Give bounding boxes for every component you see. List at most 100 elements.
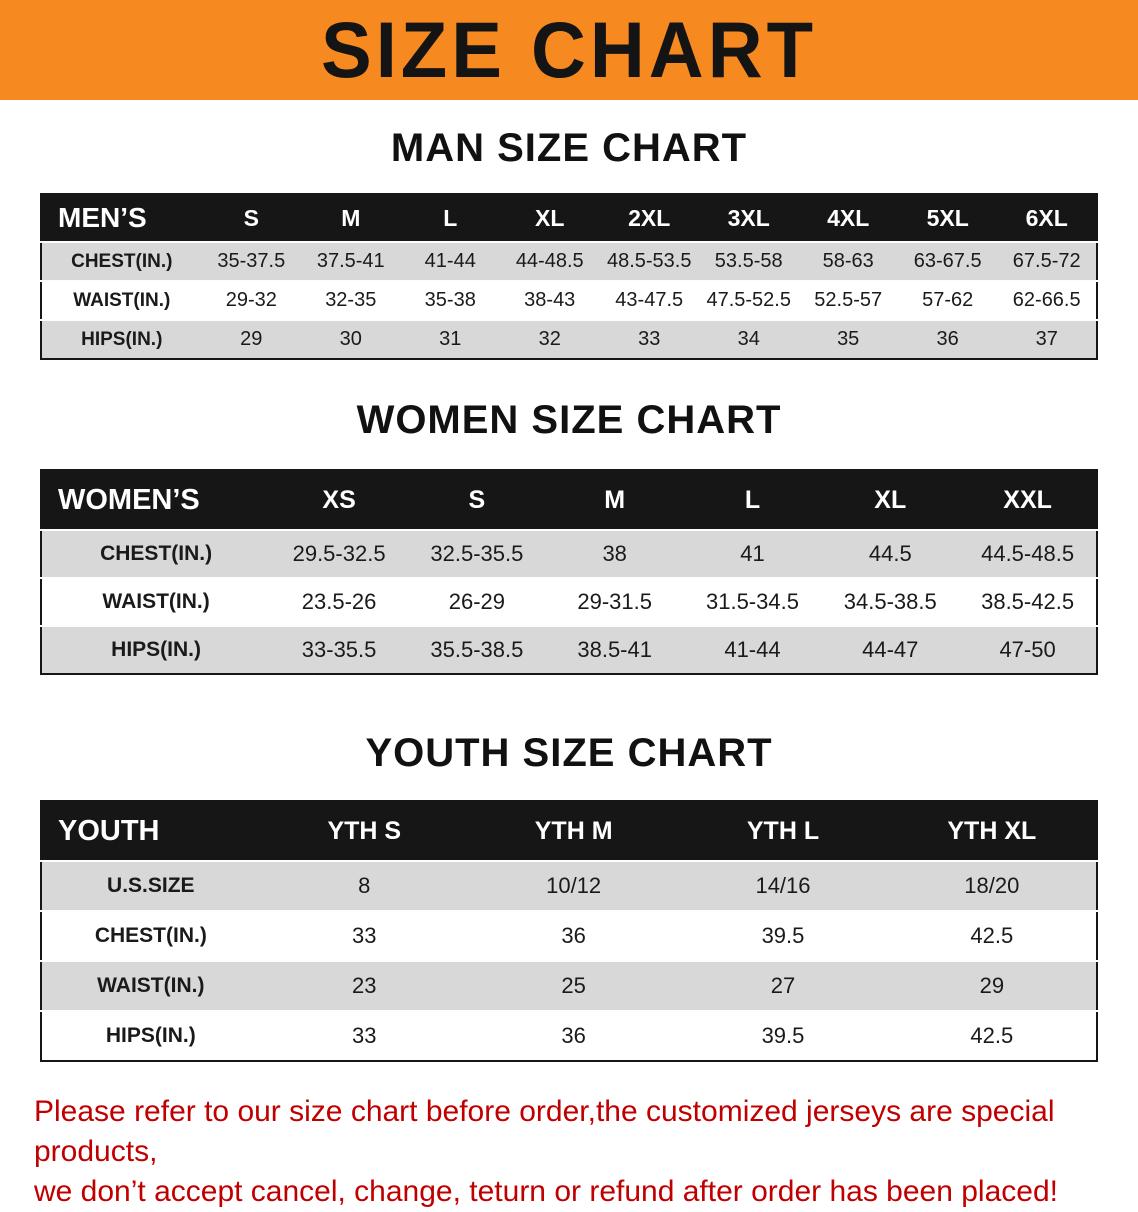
row-label-cell: HIPS(IN.)	[105, 1024, 196, 1047]
title-banner: SIZE CHART	[0, 0, 1138, 100]
row-label-cell: CHEST(IN.)	[71, 250, 173, 272]
youth-section-heading: YOUTH SIZE CHART	[365, 731, 773, 775]
size-header-cell: 5XL	[897, 194, 998, 242]
value-cell: 23	[352, 973, 377, 998]
row-label-cell: WAIST(IN.)	[97, 974, 205, 997]
value-cell: 39.5	[761, 923, 805, 948]
size-header-cell: 6XL	[997, 194, 1097, 242]
value-cell: 29	[979, 973, 1005, 998]
table-row: U.S.SIZE 8 10/12 14/16 18/20	[41, 861, 1097, 911]
value-cell: 14/16	[755, 873, 811, 898]
value-cell: 35-37.5	[217, 250, 286, 272]
value-cell: 42.5	[970, 923, 1014, 948]
value-cell: 63-67.5	[913, 250, 982, 272]
value-cell: 29-31.5	[577, 589, 652, 614]
value-cell: 23.5-26	[301, 589, 377, 614]
value-cell: 53.5-58	[714, 250, 783, 272]
disclaimer-line-1: Please refer to our size chart before or…	[34, 1095, 1055, 1168]
value-cell: 36	[561, 1023, 586, 1048]
value-cell: 44.5	[868, 541, 912, 566]
table-row: HIPS(IN.) 33-35.5 35.5-38.5 38.5-41 41-44 44-…	[41, 626, 1097, 674]
disclaimer: Please refer to our size chart before or…	[0, 1092, 1138, 1212]
value-cell: 42.5	[970, 1023, 1014, 1048]
row-label-cell: HIPS(IN.)	[81, 328, 163, 350]
value-cell: 62-66.5	[1012, 289, 1081, 311]
value-cell: 29.5-32.5	[292, 541, 386, 566]
value-cell: 36	[936, 328, 959, 350]
value-cell: 35-38	[424, 289, 476, 311]
table-title-cell: MEN’S	[41, 194, 202, 242]
page-title: SIZE CHART	[321, 5, 817, 95]
value-cell: 32	[538, 328, 561, 350]
size-header-cell: L	[400, 194, 500, 242]
size-header-cell: XL	[500, 194, 600, 242]
value-cell: 41-44	[424, 250, 476, 272]
row-label-cell: WAIST(IN.)	[73, 289, 171, 311]
value-cell: 38.5-41	[577, 637, 652, 662]
value-cell: 29	[240, 328, 263, 350]
women-section-heading: WOMEN SIZE CHART	[356, 398, 782, 442]
value-cell: 38-43	[524, 289, 576, 311]
value-cell: 44-47	[862, 637, 919, 662]
value-cell: 33	[352, 1023, 377, 1048]
row-label-cell: HIPS(IN.)	[111, 638, 202, 661]
size-header-cell: YTH M	[468, 801, 679, 861]
size-header-cell: S	[407, 470, 546, 530]
value-cell: 44.5-48.5	[981, 541, 1075, 566]
row-label-cell: U.S.SIZE	[107, 874, 195, 897]
men-size-section: MAN SIZE CHART MEN’S S M L XL 2XL 3XL 4XL 5XL 6XL…	[0, 126, 1138, 360]
size-header-cell: XXL	[959, 470, 1097, 530]
table-header-row: MEN’S S M L XL 2XL 3XL 4XL 5XL 6XL	[41, 194, 1097, 242]
value-cell: 58-63	[822, 250, 874, 272]
table-row: HIPS(IN.) 33 36 39.5 42.5	[41, 1011, 1097, 1061]
value-cell: 32.5-35.5	[430, 541, 524, 566]
value-cell: 43-47.5	[615, 289, 684, 311]
value-cell: 52.5-57	[814, 289, 883, 311]
table-header-row: WOMEN’S XS S M L XL XXL	[41, 470, 1097, 530]
value-cell: 47-50	[999, 637, 1056, 662]
value-cell: 35.5-38.5	[430, 637, 524, 662]
value-cell: 31.5-34.5	[705, 589, 799, 614]
table-row: WAIST(IN.) 29-32 32-35 35-38 38-43 43-47.5 47.…	[41, 281, 1097, 320]
table-row: HIPS(IN.) 29 30 31 32 33 34 35 36 37	[41, 320, 1097, 359]
men-size-table: MEN’S S M L XL 2XL 3XL 4XL 5XL 6XL CHEST(IN.) 35-37…	[40, 193, 1098, 360]
size-header-cell: XL	[821, 470, 960, 530]
value-cell: 33-35.5	[301, 637, 377, 662]
value-cell: 44-48.5	[515, 250, 584, 272]
table-title-cell: YOUTH	[41, 801, 260, 861]
table-row: CHEST(IN.) 29.5-32.5 32.5-35.5 38 41 44.5 44.5…	[41, 530, 1097, 578]
value-cell: 37.5-41	[316, 250, 385, 272]
table-header-row: YOUTH YTH S YTH M YTH L YTH XL	[41, 801, 1097, 861]
value-cell: 48.5-53.5	[606, 250, 692, 272]
value-cell: 30	[339, 328, 362, 350]
table-row: WAIST(IN.) 23.5-26 26-29 29-31.5 31.5-34.5 34…	[41, 578, 1097, 626]
youth-size-table: YOUTH YTH S YTH M YTH L YTH XL U.S.SIZE 8 10/12…	[40, 800, 1098, 1062]
value-cell: 32-35	[325, 289, 377, 311]
row-label-cell: CHEST(IN.)	[100, 542, 213, 565]
value-cell: 10/12	[546, 873, 602, 898]
size-header-cell: 2XL	[599, 194, 699, 242]
value-cell: 33	[352, 923, 377, 948]
value-cell: 35	[837, 328, 860, 350]
value-cell: 37	[1035, 328, 1058, 350]
size-header-cell: L	[683, 470, 822, 530]
value-cell: 34	[737, 328, 760, 350]
value-cell: 25	[561, 973, 586, 998]
women-size-section: WOMEN SIZE CHART WOMEN’S XS S M L XL XXL CHEST(…	[0, 398, 1138, 675]
value-cell: 31	[439, 328, 462, 350]
value-cell: 41	[740, 541, 765, 566]
women-size-table: WOMEN’S XS S M L XL XXL CHEST(IN.) 29.5-32.5 32.5…	[40, 469, 1098, 675]
value-cell: 26-29	[448, 589, 506, 614]
value-cell: 27	[770, 973, 796, 998]
value-cell: 29-32	[225, 289, 277, 311]
value-cell: 33	[638, 328, 661, 350]
men-section-heading: MAN SIZE CHART	[390, 126, 748, 170]
row-label-cell: CHEST(IN.)	[94, 924, 207, 947]
row-label-cell: WAIST(IN.)	[102, 590, 210, 613]
value-cell: 38	[602, 541, 627, 566]
size-header-cell: YTH S	[259, 801, 469, 861]
size-header-cell: M	[301, 194, 401, 242]
size-header-cell: 4XL	[798, 194, 898, 242]
table-row: CHEST(IN.) 33 36 39.5 42.5	[41, 911, 1097, 961]
